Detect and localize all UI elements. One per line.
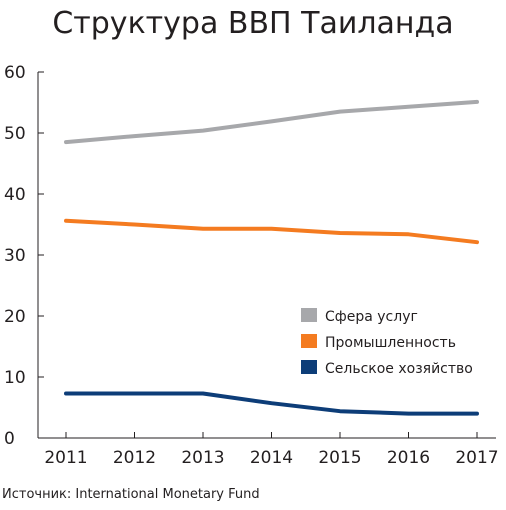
series-line-0: [64, 99, 479, 145]
y-tick-label: 10: [4, 368, 26, 388]
source-note: Источник: International Monetary Fund: [2, 487, 260, 502]
y-tick-label: 30: [4, 246, 26, 266]
x-tick-label: 2015: [318, 448, 361, 468]
legend-label: Промышленность: [325, 335, 456, 351]
legend-swatch: [301, 360, 317, 374]
x-tick-label: 2012: [113, 448, 156, 468]
y-tick-label: 60: [4, 63, 26, 83]
x-tick-label: 2013: [181, 448, 224, 468]
legend-label: Сфера услуг: [325, 309, 418, 325]
x-tick-label: 2014: [250, 448, 293, 468]
x-tick-label: 2016: [387, 448, 430, 468]
y-tick-label: 50: [4, 124, 26, 144]
legend-swatch: [301, 334, 317, 348]
series-line-2: [64, 391, 479, 416]
legend-swatch: [301, 308, 317, 322]
x-tick-label: 2017: [455, 448, 498, 468]
series-line-1: [64, 218, 479, 245]
legend-label: Сельское хозяйство: [325, 361, 473, 377]
x-tick-label: 2011: [44, 448, 87, 468]
chart-title: Структура ВВП Таиланда: [52, 6, 454, 41]
y-tick-label: 20: [4, 307, 26, 327]
y-tick-label: 40: [4, 185, 26, 205]
y-tick-label: 0: [4, 429, 15, 449]
